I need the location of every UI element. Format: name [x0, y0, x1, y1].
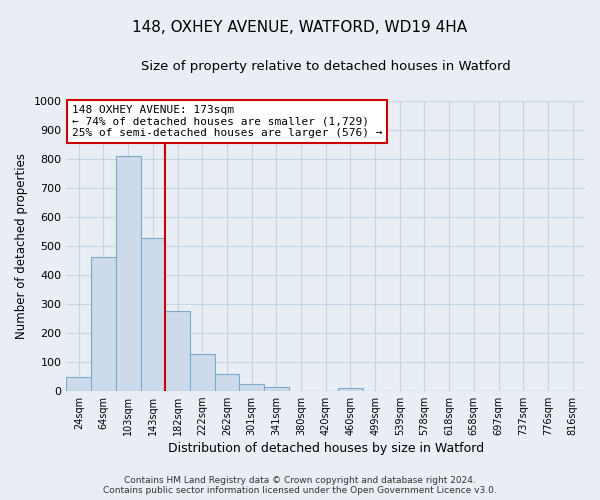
Y-axis label: Number of detached properties: Number of detached properties — [15, 152, 28, 338]
Bar — [116, 156, 140, 390]
Bar — [264, 387, 289, 390]
Bar — [165, 311, 190, 390]
Text: 148 OXHEY AVENUE: 173sqm
← 74% of detached houses are smaller (1,729)
25% of sem: 148 OXHEY AVENUE: 173sqm ← 74% of detach… — [71, 105, 382, 138]
X-axis label: Distribution of detached houses by size in Watford: Distribution of detached houses by size … — [167, 442, 484, 455]
Bar — [190, 354, 215, 390]
Bar — [239, 384, 264, 390]
Bar — [91, 257, 116, 390]
Bar — [215, 374, 239, 390]
Text: Contains HM Land Registry data © Crown copyright and database right 2024.
Contai: Contains HM Land Registry data © Crown c… — [103, 476, 497, 495]
Title: Size of property relative to detached houses in Watford: Size of property relative to detached ho… — [141, 60, 511, 73]
Bar — [67, 377, 91, 390]
Bar — [140, 238, 165, 390]
Bar — [338, 388, 363, 390]
Text: 148, OXHEY AVENUE, WATFORD, WD19 4HA: 148, OXHEY AVENUE, WATFORD, WD19 4HA — [133, 20, 467, 35]
